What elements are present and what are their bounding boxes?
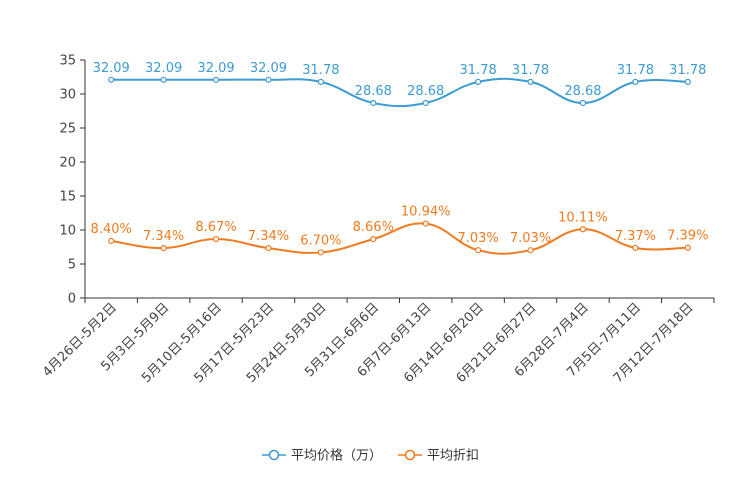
legend-item-1[interactable]: 平均价格（万） — [262, 448, 382, 464]
series-1: 32.09 32.09 32.09 32.09 31.78 28.68 28.68 31.78… — [93, 61, 706, 108]
data-point — [527, 78, 534, 85]
legend-marker-icon — [268, 449, 280, 461]
data-label: 31.78 — [512, 63, 549, 78]
data-point — [632, 78, 639, 85]
data-point — [684, 78, 691, 85]
data-label: 8.40% — [91, 222, 132, 237]
data-point — [160, 244, 167, 252]
data-point — [684, 244, 691, 251]
data-point — [108, 76, 115, 83]
y-tick-label: 15 — [59, 190, 76, 205]
data-point — [317, 249, 324, 256]
data-point — [370, 236, 377, 243]
series-line — [111, 222, 688, 255]
data-label: 7.03% — [457, 231, 498, 246]
series-line — [111, 77, 688, 108]
data-point — [632, 244, 639, 251]
y-tick-label: 5 — [68, 258, 76, 273]
legend[interactable]: 平均价格（万） 平均折扣 — [262, 448, 479, 464]
data-point — [160, 76, 167, 83]
data-point — [212, 235, 220, 243]
y-tick-label: 10 — [59, 224, 76, 239]
data-point — [579, 226, 587, 233]
y-tick-label: 35 — [59, 54, 76, 69]
series-2: 8.40% 7.34% 8.67% 7.34% 6.70% 8.66% 10.94% 7.03… — [91, 205, 708, 256]
data-label: 6.70% — [300, 233, 341, 248]
data-label: 7.34% — [143, 229, 184, 244]
legend-label: 平均折扣 — [427, 449, 479, 464]
data-point — [265, 244, 272, 252]
data-label: 8.66% — [353, 220, 394, 235]
data-label: 10.11% — [558, 210, 608, 225]
data-label: 31.78 — [669, 63, 706, 78]
data-label: 7.03% — [510, 231, 551, 246]
data-label: 7.37% — [615, 229, 656, 244]
data-label: 31.78 — [617, 63, 654, 78]
data-point — [579, 99, 587, 107]
legend-item-2[interactable]: 平均折扣 — [398, 449, 479, 464]
data-label: 31.78 — [460, 63, 497, 78]
data-label: 10.94% — [401, 205, 451, 220]
data-label: 7.39% — [667, 229, 708, 244]
data-label: 32.09 — [145, 61, 182, 76]
y-tick-label: 30 — [59, 88, 76, 103]
y-tick-label: 20 — [59, 156, 76, 171]
data-point — [108, 237, 115, 244]
data-point — [475, 78, 482, 85]
data-point — [317, 78, 324, 85]
data-label: 28.68 — [407, 84, 444, 99]
legend-marker-icon — [404, 449, 416, 461]
data-point — [527, 247, 534, 254]
data-label: 28.68 — [355, 84, 392, 99]
series-layer: 32.09 32.09 32.09 32.09 31.78 28.68 28.68 31.78… — [91, 61, 708, 256]
data-label: 7.34% — [248, 229, 289, 244]
data-label: 32.09 — [93, 61, 130, 76]
data-point — [422, 99, 429, 107]
data-label: 8.67% — [195, 220, 236, 235]
data-label: 31.78 — [302, 63, 339, 78]
data-label: 28.68 — [564, 84, 601, 99]
data-point — [422, 220, 429, 227]
data-point — [475, 247, 482, 254]
data-point — [212, 76, 220, 83]
data-point — [370, 99, 377, 107]
legend-label: 平均价格（万） — [291, 448, 382, 464]
data-point — [265, 76, 272, 83]
y-tick-label: 0 — [68, 292, 76, 307]
y-tick-label: 25 — [59, 122, 76, 137]
data-label: 32.09 — [197, 61, 234, 76]
data-label: 32.09 — [250, 61, 287, 76]
